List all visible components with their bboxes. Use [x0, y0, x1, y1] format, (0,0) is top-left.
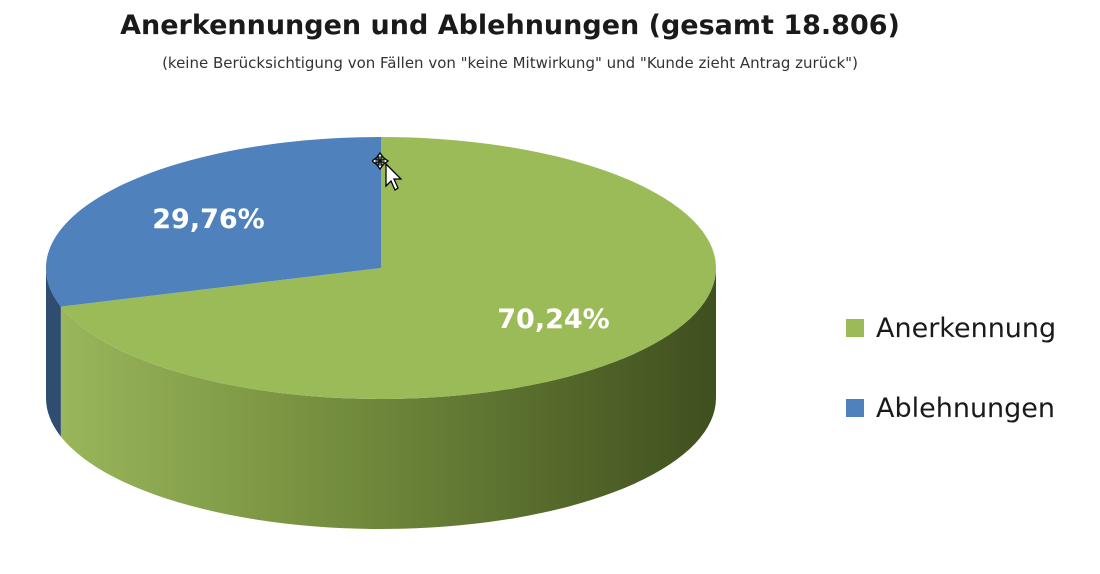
pie-labels-group: 70,24% 29,76%	[152, 204, 609, 335]
legend-item-anerkennung: Anerkennung	[846, 308, 1056, 348]
legend-label-ablehnungen: Ablehnungen	[876, 392, 1056, 424]
pie-slice-anerkennung[interactable]	[60, 137, 717, 400]
pie-top-group	[46, 137, 717, 400]
legend-swatch-anerkennung	[846, 319, 864, 337]
chart-legend: Anerkennung Ablehnungen	[846, 308, 1056, 468]
legend-swatch-ablehnungen	[846, 399, 864, 417]
legend-item-ablehnungen: Ablehnungen	[846, 388, 1056, 428]
move-cursor-icon	[372, 152, 402, 191]
data-label-ablehnungen: 29,76%	[152, 204, 264, 235]
legend-label-anerkennung: Anerkennung	[876, 312, 1057, 344]
pie-side-anerkennung	[60, 268, 717, 529]
pie-side-group	[46, 268, 717, 529]
chart-subtitle: (keine Berücksichtigung von Fällen von "…	[162, 54, 858, 72]
pie-side-ablehnungen	[46, 268, 61, 437]
pie-slice-ablehnungen[interactable]	[46, 137, 382, 307]
data-label-anerkennung: 70,24%	[497, 304, 609, 335]
chart-title: Anerkennungen und Ablehnungen (gesamt 18…	[120, 10, 900, 41]
